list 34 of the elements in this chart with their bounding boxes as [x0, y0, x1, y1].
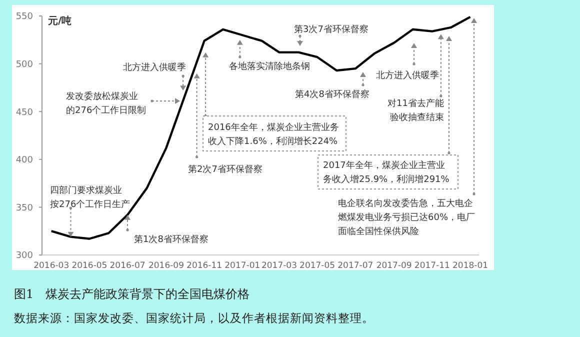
x-tick-label: 2016-05 [72, 261, 108, 271]
x-tick-label: 2016-07 [110, 261, 146, 271]
annotation: 发改委放松煤炭业的276个工作日限制 [66, 91, 146, 116]
x-tick-label: 2018-01 [452, 261, 488, 271]
y-tick-label: 500 [16, 60, 34, 70]
source-note: 数据来源：国家发改委、国家统计局，以及作者根据新闻资料整理。 [14, 311, 374, 325]
x-tick-label: 2016-11 [186, 261, 222, 271]
x-tick-label: 2017-03 [261, 261, 297, 271]
y-tick-label: 450 [16, 108, 34, 118]
x-tick-label: 2017-01 [224, 261, 260, 271]
x-tick-label: 2017-11 [414, 261, 450, 271]
annotation: 对11省去产能验收抽查结束 [388, 98, 444, 123]
x-tick-label: 2017-07 [338, 261, 374, 271]
y-tick-label: 300 [16, 251, 34, 262]
annotation: 电企联名向发改委告急，五大电企燃煤发电业务亏损已达60%，电厂面临全国性保供风险 [338, 198, 476, 237]
annotation: 北方进入供暖季 [123, 62, 186, 73]
y-tick-label: 400 [16, 156, 34, 166]
text: 图1 煤炭去产能政策背景下的全国电煤价格 [14, 287, 250, 301]
annotation: 第3次7省环保督察 [294, 24, 368, 35]
y-tick-label: 550 [16, 12, 34, 22]
annotation: 第1次8省环保督察 [134, 234, 208, 245]
x-tick-label: 2016-03 [34, 261, 70, 271]
y-axis-title: 元/吨 [47, 15, 72, 27]
y-tick-label: 350 [16, 203, 34, 214]
annotation: 2017年全年，煤炭企业主营业务收入增25.9%，利润增291% [323, 160, 450, 185]
x-tick-label: 2017-05 [300, 261, 336, 271]
annotation: 各地落实清除地条钢 [229, 61, 310, 72]
annotation: 2016年全年，煤炭企业主营业务收入下降1.6%，利润增长224% [208, 122, 339, 147]
annotation: 北方进入供暖季 [376, 70, 439, 81]
x-tick-label: 2016-09 [148, 261, 184, 271]
x-tick-label: 2017-09 [376, 261, 412, 271]
annotation: 第2次7省环保督察 [188, 164, 262, 175]
annotation: 第4次8省环保督察 [295, 89, 370, 100]
annotation: 四部门要求煤炭业按276个工作日生产 [50, 185, 130, 210]
